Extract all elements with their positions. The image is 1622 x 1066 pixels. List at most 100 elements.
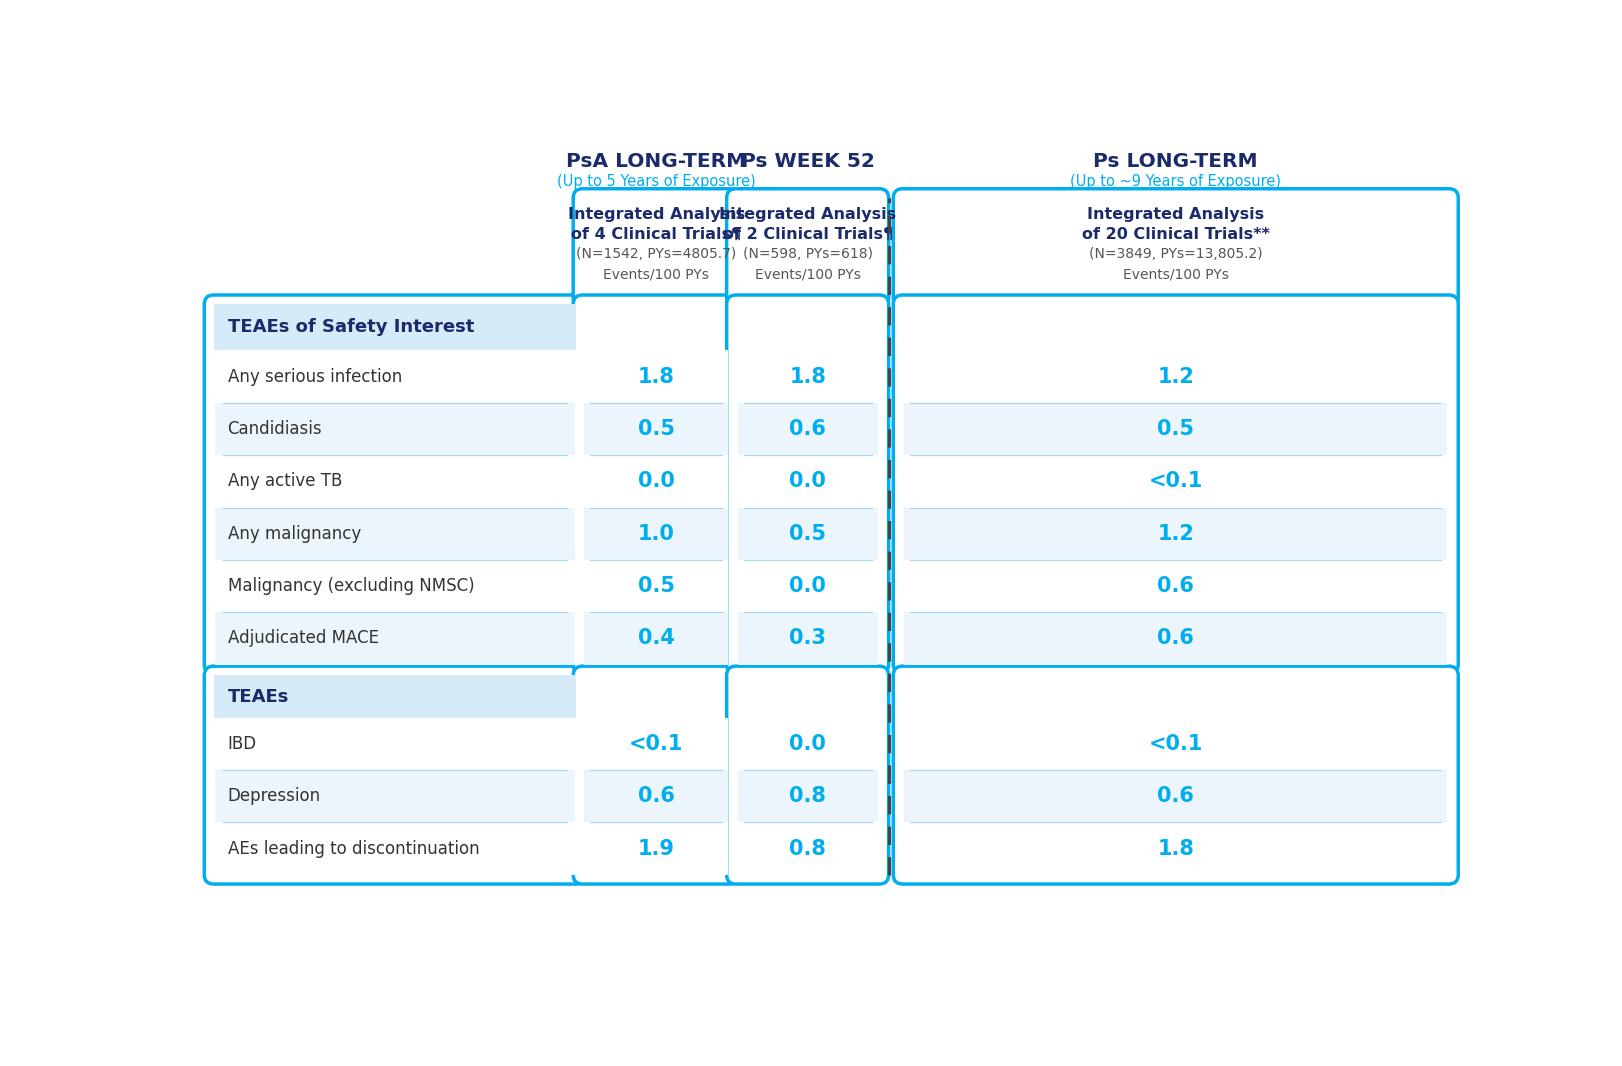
Text: 1.2: 1.2: [1158, 523, 1194, 544]
FancyBboxPatch shape: [894, 666, 1458, 884]
Text: Integrated Analysis: Integrated Analysis: [719, 207, 897, 222]
Bar: [584, 612, 728, 664]
Bar: [903, 351, 1447, 403]
Text: (N=3849, PYs=13,805.2): (N=3849, PYs=13,805.2): [1088, 247, 1262, 261]
Bar: [903, 560, 1447, 612]
Text: Events/100 PYs: Events/100 PYs: [603, 268, 709, 281]
Bar: [738, 770, 878, 823]
FancyBboxPatch shape: [573, 666, 740, 884]
Bar: [738, 351, 878, 403]
Text: 0.4: 0.4: [637, 629, 675, 648]
Text: TEAEs of Safety Interest: TEAEs of Safety Interest: [227, 319, 474, 337]
FancyBboxPatch shape: [894, 189, 1458, 307]
Text: PsA LONG-TERM: PsA LONG-TERM: [566, 151, 746, 171]
Text: Ps LONG-TERM: Ps LONG-TERM: [1093, 151, 1259, 171]
Bar: [903, 612, 1447, 664]
Text: (N=598, PYs=618): (N=598, PYs=618): [743, 247, 873, 261]
Text: 0.5: 0.5: [637, 419, 675, 439]
Bar: [216, 770, 574, 823]
Bar: [216, 455, 574, 507]
Bar: [903, 823, 1447, 875]
Text: 0.8: 0.8: [790, 787, 826, 806]
Bar: [584, 455, 728, 507]
Text: 0.5: 0.5: [637, 576, 675, 596]
Bar: [738, 823, 878, 875]
Text: 0.0: 0.0: [790, 471, 826, 491]
Text: Events/100 PYs: Events/100 PYs: [1122, 268, 1229, 281]
Bar: [216, 823, 574, 875]
Bar: [738, 455, 878, 507]
Text: of 4 Clinical Trials¶: of 4 Clinical Trials¶: [571, 227, 741, 242]
FancyBboxPatch shape: [894, 295, 1458, 674]
Text: Integrated Analysis: Integrated Analysis: [568, 207, 744, 222]
Text: IBD: IBD: [227, 734, 256, 753]
Text: (N=1542, PYs=4805.7): (N=1542, PYs=4805.7): [576, 247, 736, 261]
Text: 1.2: 1.2: [1158, 367, 1194, 387]
Text: 0.6: 0.6: [1158, 787, 1194, 806]
Text: (Up to ~9 Years of Exposure): (Up to ~9 Years of Exposure): [1071, 174, 1281, 189]
FancyBboxPatch shape: [573, 295, 740, 674]
Text: (Up to 5 Years of Exposure): (Up to 5 Years of Exposure): [556, 174, 756, 189]
Text: 1.0: 1.0: [637, 523, 675, 544]
Text: 1.9: 1.9: [637, 839, 675, 858]
Bar: [738, 717, 878, 770]
Bar: [214, 676, 576, 717]
Bar: [216, 403, 574, 455]
Text: <0.1: <0.1: [629, 733, 683, 754]
Bar: [903, 403, 1447, 455]
Bar: [216, 507, 574, 560]
Bar: [738, 403, 878, 455]
FancyBboxPatch shape: [204, 295, 586, 674]
Text: 0.3: 0.3: [790, 629, 826, 648]
Text: Depression: Depression: [227, 788, 321, 805]
Text: AEs leading to discontinuation: AEs leading to discontinuation: [227, 840, 478, 858]
Bar: [584, 560, 728, 612]
Text: Any malignancy: Any malignancy: [227, 524, 360, 543]
Bar: [738, 612, 878, 664]
Text: 0.0: 0.0: [637, 471, 675, 491]
Bar: [584, 823, 728, 875]
FancyBboxPatch shape: [727, 295, 889, 674]
Bar: [584, 770, 728, 823]
Text: 0.8: 0.8: [790, 839, 826, 858]
Bar: [584, 403, 728, 455]
Bar: [584, 507, 728, 560]
Text: 0.5: 0.5: [790, 523, 826, 544]
Text: 0.0: 0.0: [790, 733, 826, 754]
Text: Adjudicated MACE: Adjudicated MACE: [227, 629, 378, 647]
Bar: [903, 455, 1447, 507]
Text: Ps WEEK 52: Ps WEEK 52: [741, 151, 874, 171]
Text: <0.1: <0.1: [1148, 471, 1204, 491]
Bar: [584, 351, 728, 403]
Bar: [216, 351, 574, 403]
Bar: [738, 560, 878, 612]
FancyBboxPatch shape: [204, 666, 586, 884]
FancyBboxPatch shape: [727, 666, 889, 884]
Text: TEAEs: TEAEs: [227, 688, 289, 706]
Bar: [738, 507, 878, 560]
Bar: [214, 304, 576, 351]
Text: <0.1: <0.1: [1148, 733, 1204, 754]
Bar: [903, 770, 1447, 823]
Text: 0.6: 0.6: [790, 419, 826, 439]
Bar: [903, 717, 1447, 770]
Text: 1.8: 1.8: [637, 367, 675, 387]
Text: 0.0: 0.0: [790, 576, 826, 596]
FancyBboxPatch shape: [727, 189, 889, 307]
FancyBboxPatch shape: [573, 189, 740, 307]
Bar: [216, 717, 574, 770]
Text: of 2 Clinical Trials¶: of 2 Clinical Trials¶: [722, 227, 892, 242]
Text: of 20 Clinical Trials**: of 20 Clinical Trials**: [1082, 227, 1270, 242]
Text: Any serious infection: Any serious infection: [227, 368, 402, 386]
Text: 0.5: 0.5: [1156, 419, 1194, 439]
Text: 1.8: 1.8: [1158, 839, 1194, 858]
Text: 0.6: 0.6: [1158, 576, 1194, 596]
Bar: [903, 507, 1447, 560]
Text: Malignancy (excluding NMSC): Malignancy (excluding NMSC): [227, 577, 474, 595]
Text: Integrated Analysis: Integrated Analysis: [1087, 207, 1264, 222]
Bar: [216, 560, 574, 612]
Bar: [584, 717, 728, 770]
Bar: [216, 612, 574, 664]
Text: Events/100 PYs: Events/100 PYs: [754, 268, 861, 281]
Text: Any active TB: Any active TB: [227, 472, 342, 490]
